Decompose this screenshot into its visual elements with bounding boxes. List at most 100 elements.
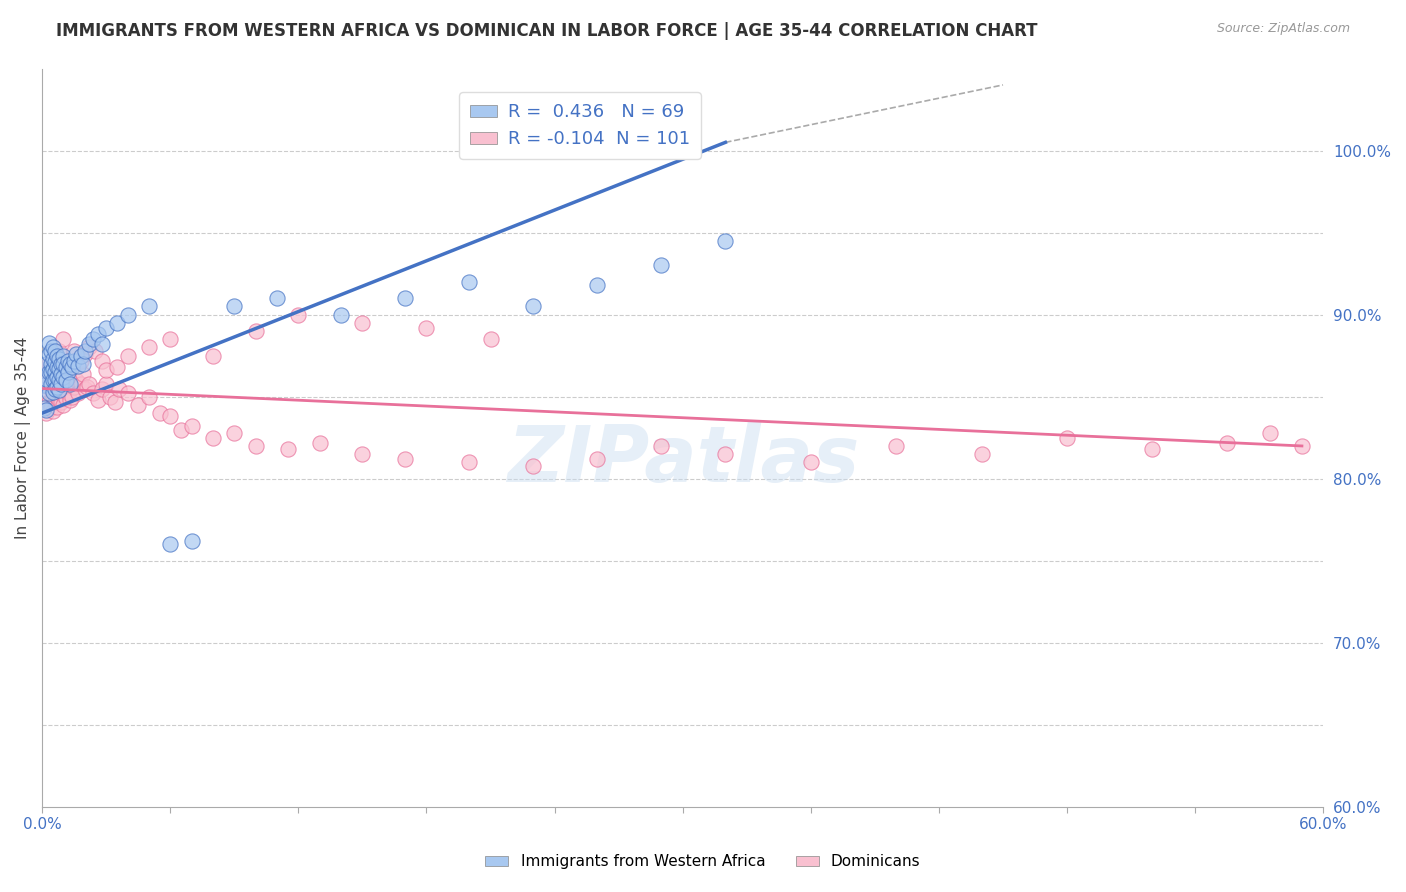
Point bbox=[39, 376, 62, 391]
Point bbox=[48, 368, 70, 383]
Point bbox=[201, 431, 224, 445]
Point bbox=[86, 327, 108, 342]
Point bbox=[67, 359, 90, 373]
Point bbox=[60, 360, 83, 375]
Point bbox=[522, 458, 544, 473]
Point bbox=[104, 394, 127, 409]
Point bbox=[415, 320, 437, 334]
Point bbox=[38, 357, 60, 371]
Point bbox=[59, 380, 82, 394]
Point bbox=[55, 373, 77, 387]
Point bbox=[38, 394, 60, 409]
Point bbox=[46, 349, 69, 363]
Point bbox=[96, 376, 118, 391]
Point bbox=[48, 392, 70, 407]
Point bbox=[1216, 435, 1239, 450]
Point bbox=[60, 390, 83, 404]
Point bbox=[46, 380, 69, 394]
Point bbox=[52, 349, 75, 363]
Point bbox=[224, 425, 246, 440]
Point bbox=[277, 442, 299, 457]
Point bbox=[55, 360, 77, 375]
Point bbox=[44, 373, 66, 387]
Point bbox=[52, 357, 75, 371]
Point bbox=[159, 409, 181, 424]
Point bbox=[56, 365, 79, 379]
Point bbox=[52, 388, 75, 402]
Point bbox=[159, 332, 181, 346]
Point bbox=[59, 392, 82, 407]
Point bbox=[51, 376, 73, 391]
Point bbox=[60, 376, 83, 391]
Point bbox=[42, 357, 65, 371]
Point bbox=[458, 275, 481, 289]
Point bbox=[52, 370, 75, 384]
Point bbox=[148, 406, 170, 420]
Point bbox=[159, 537, 181, 551]
Point bbox=[82, 332, 104, 346]
Point bbox=[65, 347, 87, 361]
Point bbox=[308, 435, 330, 450]
Point bbox=[42, 376, 65, 391]
Point bbox=[63, 380, 86, 394]
Point bbox=[69, 353, 91, 368]
Point bbox=[56, 353, 79, 368]
Point bbox=[170, 423, 193, 437]
Point bbox=[72, 357, 94, 371]
Point bbox=[48, 383, 70, 397]
Point bbox=[330, 308, 353, 322]
Point bbox=[586, 452, 609, 467]
Point bbox=[44, 394, 66, 409]
Point bbox=[105, 360, 128, 375]
Point bbox=[48, 373, 70, 387]
Text: ZIPatlas: ZIPatlas bbox=[506, 422, 859, 498]
Point bbox=[39, 368, 62, 383]
Legend: R =  0.436   N = 69, R = -0.104  N = 101: R = 0.436 N = 69, R = -0.104 N = 101 bbox=[460, 92, 702, 159]
Point bbox=[884, 439, 907, 453]
Point bbox=[127, 398, 149, 412]
Point bbox=[42, 361, 65, 376]
Point bbox=[1291, 439, 1313, 453]
Point bbox=[48, 351, 70, 366]
Point bbox=[38, 347, 60, 361]
Point bbox=[67, 386, 90, 401]
Point bbox=[39, 343, 62, 358]
Point bbox=[38, 365, 60, 379]
Point bbox=[650, 259, 672, 273]
Point bbox=[800, 455, 823, 469]
Legend: Immigrants from Western Africa, Dominicans: Immigrants from Western Africa, Dominica… bbox=[479, 848, 927, 875]
Point bbox=[46, 376, 69, 391]
Point bbox=[42, 373, 65, 387]
Point bbox=[42, 390, 65, 404]
Point bbox=[117, 386, 139, 401]
Point bbox=[32, 376, 55, 391]
Point bbox=[32, 401, 55, 416]
Point bbox=[51, 357, 73, 371]
Point bbox=[201, 349, 224, 363]
Point bbox=[73, 382, 96, 396]
Point bbox=[56, 353, 79, 368]
Point bbox=[76, 380, 98, 394]
Point bbox=[96, 320, 118, 334]
Point bbox=[46, 360, 69, 375]
Point bbox=[138, 300, 160, 314]
Point bbox=[1258, 425, 1281, 440]
Point bbox=[90, 382, 112, 396]
Point bbox=[42, 351, 65, 366]
Point bbox=[39, 357, 62, 371]
Point bbox=[586, 278, 609, 293]
Point bbox=[46, 400, 69, 414]
Point bbox=[108, 382, 131, 396]
Point bbox=[44, 343, 66, 358]
Point bbox=[245, 439, 267, 453]
Point bbox=[72, 367, 94, 381]
Point bbox=[46, 390, 69, 404]
Point bbox=[287, 308, 309, 322]
Point bbox=[52, 376, 75, 391]
Text: IMMIGRANTS FROM WESTERN AFRICA VS DOMINICAN IN LABOR FORCE | AGE 35-44 CORRELATI: IMMIGRANTS FROM WESTERN AFRICA VS DOMINI… bbox=[56, 22, 1038, 40]
Point bbox=[100, 390, 122, 404]
Point bbox=[35, 365, 58, 379]
Point bbox=[55, 380, 77, 394]
Point bbox=[44, 373, 66, 387]
Point bbox=[48, 361, 70, 376]
